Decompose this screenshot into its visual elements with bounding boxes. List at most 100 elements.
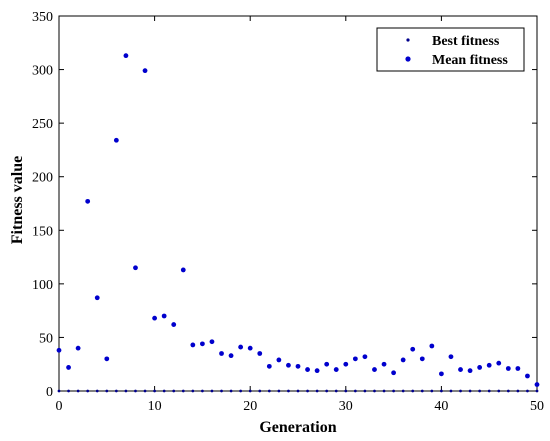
best-fitness-point (535, 389, 539, 393)
mean-fitness-point (133, 265, 138, 271)
best-fitness-point (334, 389, 338, 393)
mean-fitness-point (400, 357, 406, 363)
best-fitness-point (363, 389, 367, 393)
mean-fitness-point (295, 363, 301, 369)
best-fitness-point (459, 389, 462, 393)
y-tick-label: 300 (32, 64, 53, 79)
best-fitness-point (210, 389, 214, 393)
mean-fitness-point (85, 198, 91, 204)
y-tick-label: 150 (32, 224, 53, 239)
best-fitness-point (373, 389, 376, 393)
best-fitness-point (181, 389, 185, 393)
mean-fitness-point (362, 354, 368, 360)
mean-fitness-point (439, 371, 444, 377)
best-fitness-point (124, 389, 128, 393)
best-fitness-point (344, 389, 348, 393)
best-fitness-point (516, 389, 520, 393)
mean-fitness-point (228, 353, 234, 359)
x-tick-label: 40 (434, 399, 448, 414)
mean-fitness-point (372, 367, 377, 372)
mean-fitness-point (171, 322, 177, 327)
mean-fitness-point (324, 361, 330, 367)
best-fitness-point (420, 389, 424, 393)
best-fitness-point (449, 389, 453, 393)
mean-fitness-point (94, 295, 100, 301)
plot-area-border (58, 15, 538, 392)
mean-fitness-point (276, 357, 282, 363)
y-tick-label: 200 (32, 171, 53, 186)
mean-fitness-point (200, 341, 205, 347)
mean-fitness-point (391, 370, 396, 376)
mean-fitness-point (286, 362, 291, 368)
mean-fitness-point (142, 68, 148, 74)
best-fitness-point (239, 389, 243, 393)
mean-fitness-point (496, 360, 502, 366)
best-fitness-point (267, 389, 271, 393)
mean-fitness-point (381, 361, 387, 367)
mean-fitness-point (410, 346, 416, 352)
mean-fitness-point (534, 382, 540, 387)
best-fitness-point (172, 389, 176, 393)
legend-label-best-fitness: Best fitness (432, 34, 500, 49)
best-fitness-point (497, 389, 501, 393)
best-fitness-point (57, 389, 61, 393)
best-fitness-point (162, 389, 166, 393)
mean-fitness-point (314, 368, 320, 374)
mean-fitness-point (56, 347, 62, 353)
best-fitness-point (440, 389, 443, 393)
best-fitness-point (76, 389, 80, 393)
best-fitness-point (153, 389, 157, 393)
best-fitness-point (315, 389, 319, 393)
mean-fitness-point (66, 365, 71, 370)
best-fitness-point (229, 389, 233, 393)
y-tick-label: 350 (32, 10, 53, 25)
mean-fitness-point (525, 373, 530, 379)
mean-fitness-point (305, 367, 310, 372)
best-fitness-point (287, 389, 290, 393)
y-tick-label: 0 (46, 385, 53, 400)
mean-fitness-point (266, 363, 272, 369)
x-tick-label: 10 (148, 399, 162, 414)
mean-fitness-point (333, 367, 339, 372)
legend-box (376, 27, 525, 72)
mean-fitness-point (343, 361, 349, 367)
mean-fitness-point (247, 345, 253, 351)
x-axis-title: Generation (259, 419, 336, 436)
best-fitness-point (277, 389, 281, 393)
best-fitness-point (411, 389, 415, 393)
best-fitness-point (468, 389, 472, 393)
mean-fitness-point (515, 366, 521, 371)
mean-fitness-point (190, 342, 196, 348)
y-tick-label: 250 (32, 117, 53, 132)
x-tick-label: 30 (339, 399, 353, 414)
mean-fitness-point (352, 356, 358, 362)
best-fitness-point (506, 389, 510, 393)
best-fitness-point (67, 389, 70, 393)
series-layer (56, 53, 540, 393)
mean-fitness-point (113, 137, 119, 143)
best-fitness-point (526, 389, 529, 393)
mean-fitness-point (458, 367, 463, 372)
best-fitness-point (201, 389, 204, 393)
mean-fitness-point (429, 343, 435, 349)
best-fitness-point (143, 389, 147, 393)
y-tick-label: 100 (32, 278, 53, 293)
y-tick-label: 50 (39, 331, 53, 346)
best-fitness-point (392, 389, 395, 393)
mean-fitness-point (448, 354, 454, 360)
mean-fitness-point (104, 356, 110, 362)
best-fitness-point (134, 389, 137, 393)
mean-fitness-point (238, 344, 244, 350)
best-fitness-point (258, 389, 262, 393)
best-fitness-point (95, 389, 99, 393)
best-fitness-point (353, 389, 357, 393)
mean-fitness-point (123, 53, 129, 59)
mean-fitness-point (257, 351, 263, 356)
best-fitness-point (487, 389, 491, 393)
mean-fitness-point (467, 368, 473, 374)
legend: Best fitness Mean fitness (376, 27, 525, 72)
mean-fitness-point (477, 365, 483, 370)
y-axis-title: Fitness value (9, 156, 26, 244)
